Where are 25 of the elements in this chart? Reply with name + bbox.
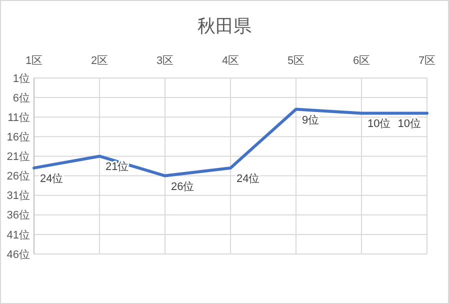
y-tick-label: 1位 [12, 72, 30, 85]
y-tick-label: 16位 [6, 132, 30, 144]
x-tick-label: 2区 [90, 55, 108, 67]
text: 10位 [398, 118, 421, 130]
y-tick-label: 41位 [6, 229, 30, 242]
y-tick-label: 46位 [6, 248, 30, 261]
text: 24位 [40, 172, 64, 185]
y-tick-label: 6位 [12, 92, 30, 104]
y-tick-label: 21位 [6, 151, 30, 164]
text: 26位 [171, 180, 194, 193]
x-tick-label: 3区 [156, 55, 174, 67]
y-tick-label: 26位 [6, 170, 30, 183]
y-tick-label: 11位 [8, 112, 30, 124]
x-tick-label: 6区 [352, 55, 370, 67]
y-tick-label: 31位 [6, 190, 30, 202]
x-tick-label: 4区 [222, 55, 240, 67]
x-tick-label: 7区 [418, 55, 436, 67]
text: 24位 [236, 172, 260, 185]
chart-title: 秋田県 [198, 16, 252, 36]
text: 10位 [368, 118, 391, 130]
x-tick-label: 1区 [25, 55, 43, 67]
text: 21位 [106, 161, 129, 174]
text: 9位 [302, 114, 320, 126]
y-tick-label: 36位 [6, 210, 30, 222]
x-tick-label: 5区 [287, 55, 305, 67]
